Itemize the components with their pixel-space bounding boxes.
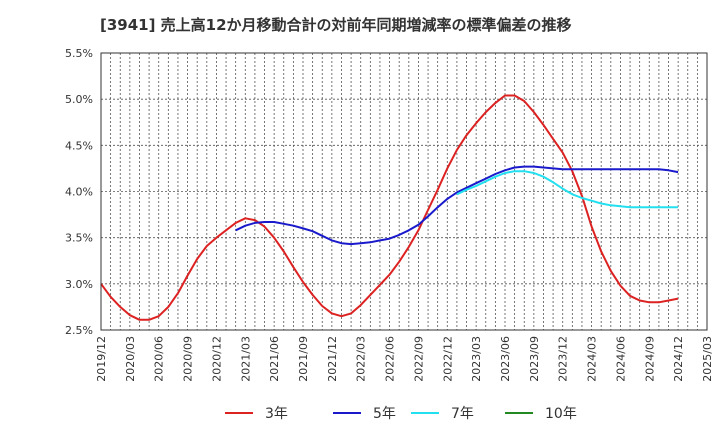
x-tick-label: 2023/03: [470, 336, 483, 382]
x-tick-label: 2024/06: [614, 336, 627, 382]
x-tick-label: 2023/09: [528, 336, 541, 382]
series-line-3年: [100, 94, 679, 321]
x-tick-label: 2025/03: [701, 336, 714, 382]
grid: [100, 52, 708, 331]
series-line-7年: [456, 170, 679, 209]
x-tick-label: 2021/12: [326, 336, 339, 382]
legend-label: 3年: [265, 406, 288, 422]
legend-label: 10年: [545, 406, 577, 422]
y-tick-label: 3.5%: [65, 232, 93, 245]
y-tick-label: 4.5%: [65, 139, 93, 152]
y-tick-label: 5.5%: [65, 47, 93, 60]
x-tick-label: 2022/12: [441, 336, 454, 382]
x-tick-label: 2023/12: [557, 336, 570, 382]
x-tick-label: 2021/09: [297, 336, 310, 382]
x-tick-label: 2022/06: [384, 336, 397, 382]
series-lines: [100, 94, 679, 321]
x-tick-label: 2020/03: [124, 336, 137, 382]
x-tick-label: 2021/03: [239, 336, 252, 382]
series-line-5年: [235, 165, 679, 246]
x-tick-label: 2024/12: [672, 336, 685, 382]
y-tick-label: 4.0%: [65, 186, 93, 199]
x-tick-label: 2020/12: [210, 336, 223, 382]
x-tick-label: 2024/09: [643, 336, 656, 382]
y-tick-label: 3.0%: [65, 278, 93, 291]
x-tick-label: 2022/03: [355, 336, 368, 382]
x-tick-label: 2023/06: [499, 336, 512, 382]
plot-area-frame: [100, 52, 708, 331]
y-tick-label: 5.0%: [65, 93, 93, 106]
x-axis-ticks: 2019/12 2020/03 2020/06 2020/09 2020/12 2021/…: [95, 336, 714, 382]
y-axis-ticks: 2.5% 3.0% 3.5% 4.0% 4.5% 5.0% 5.5%: [65, 47, 93, 337]
x-tick-label: 2019/12: [95, 336, 108, 382]
y-tick-label: 2.5%: [65, 324, 93, 337]
x-tick-label: 2021/06: [268, 336, 281, 382]
legend: 3年 5年 7年 10年: [225, 406, 577, 422]
chart-title: [3941] 売上高12か月移動合計の対前年同期増減率の標準偏差の推移: [100, 16, 572, 34]
x-tick-label: 2022/09: [412, 336, 425, 382]
legend-label: 7年: [451, 406, 474, 422]
x-tick-label: 2020/09: [182, 336, 195, 382]
x-tick-label: 2024/03: [586, 336, 599, 382]
x-tick-label: 2020/06: [153, 336, 166, 382]
legend-label: 5年: [373, 406, 396, 422]
